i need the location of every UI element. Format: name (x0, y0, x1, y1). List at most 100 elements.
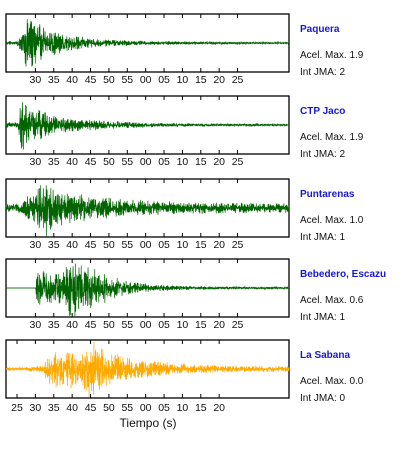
x-tick-label: 55 (121, 239, 133, 251)
x-tick-label: 35 (48, 74, 60, 86)
x-tick-label: 05 (158, 74, 170, 86)
acel-max-row: Acel. Max. 0.0 (300, 376, 363, 387)
x-tick-label: 35 (48, 402, 60, 414)
int-jma-row: Int JMA: 1 (300, 312, 345, 323)
x-tick-label: 50 (103, 239, 115, 251)
acel-max-value: 1.9 (349, 50, 364, 61)
panel-4: 30 35 40 45 50 55 00 05 10 15 20 25 (5, 258, 290, 331)
x-tick-label: 25 (232, 239, 244, 251)
acel-max-row: Acel. Max. 0.6 (300, 295, 363, 306)
seismogram-trace (5, 102, 290, 150)
panel-5 (5, 339, 290, 399)
int-jma-label: Int JMA: (300, 393, 337, 404)
x-tick-label: 05 (158, 239, 170, 251)
x-tick-label: 40 (66, 74, 78, 86)
x-tick-label: 10 (177, 319, 189, 331)
x-tick-label: 15 (195, 402, 207, 414)
x-tick-label: 00 (140, 239, 152, 251)
x-tick-label: 05 (158, 402, 170, 414)
x-tick-label: 25 (232, 74, 244, 86)
int-jma-row: Int JMA: 2 (300, 67, 345, 78)
x-tick-label: 25 (232, 156, 244, 168)
x-tick-label: 20 (213, 156, 225, 168)
x-tick-label: 25 (232, 319, 244, 331)
acel-max-value: 1.9 (349, 132, 364, 143)
station-name: Bebedero, Escazu (300, 269, 387, 280)
acel-max-row: Acel. Max. 1.9 (300, 132, 363, 143)
int-jma-value: 1 (339, 312, 346, 323)
station-name: CTP Jaco (300, 106, 346, 117)
x-tick-label: 20 (213, 402, 225, 414)
x-tick-label: 00 (140, 402, 152, 414)
acel-max-row: Acel. Max. 1.9 (300, 50, 363, 61)
panel-1: 30 35 40 45 50 55 00 05 10 15 20 25 (5, 13, 290, 86)
x-tick-label: 15 (195, 156, 207, 168)
seismogram-trace (5, 185, 290, 237)
int-jma-row: Int JMA: 1 (300, 232, 345, 243)
int-jma-label: Int JMA: (300, 312, 337, 323)
x-tick-label: 40 (66, 319, 78, 331)
acel-max-value: 0.6 (349, 295, 364, 306)
x-tick-label: 55 (121, 74, 133, 86)
x-tick-label: 45 (85, 402, 97, 414)
x-tick-label: 40 (66, 402, 78, 414)
x-tick-label: 50 (103, 156, 115, 168)
int-jma-value: 0 (339, 393, 346, 404)
x-tick-label: 10 (177, 156, 189, 168)
int-jma-row: Int JMA: 2 (300, 149, 345, 160)
int-jma-row: Int JMA: 0 (300, 393, 345, 404)
x-tick-label: 00 (140, 74, 152, 86)
int-jma-value: 1 (339, 232, 346, 243)
x-tick-label: 50 (103, 319, 115, 331)
x-tick-label: 20 (213, 239, 225, 251)
x-tick-label: 35 (48, 239, 60, 251)
x-tick-label: 45 (85, 74, 97, 86)
x-tick-label: 45 (85, 156, 97, 168)
x-tick-label: 50 (103, 402, 115, 414)
int-jma-label: Int JMA: (300, 67, 337, 78)
x-tick-label: 05 (158, 319, 170, 331)
x-tick-label: 50 (103, 74, 115, 86)
x-tick-label: 30 (30, 74, 42, 86)
acel-max-row: Acel. Max. 1.0 (300, 215, 363, 226)
seismogram-trace (5, 341, 290, 397)
seismogram-trace (5, 19, 290, 67)
x-tick-label: 25 (11, 402, 23, 414)
acel-max-label: Acel. Max. (300, 376, 347, 387)
x-tick-label: 10 (177, 402, 189, 414)
x-tick-label: 40 (66, 239, 78, 251)
panel-3: 30 35 40 45 50 55 00 05 10 15 20 25 (5, 178, 290, 251)
station-name: La Sabana (300, 350, 351, 361)
x-tick-label: 35 (48, 319, 60, 331)
x-tick-label: 55 (121, 402, 133, 414)
seismogram-trace (6, 263, 290, 318)
x-tick-label: 55 (121, 319, 133, 331)
station-name: Paquera (300, 24, 340, 35)
x-tick-label: 10 (177, 239, 189, 251)
x-tick-label: 45 (85, 319, 97, 331)
x-tick-label: 30 (30, 402, 42, 414)
x-tick-label: 45 (85, 239, 97, 251)
x-tick-label: 00 (140, 319, 152, 331)
x-tick-label: 05 (158, 156, 170, 168)
acel-max-label: Acel. Max. (300, 215, 347, 226)
x-tick-label: 55 (121, 156, 133, 168)
x-tick-label: 40 (66, 156, 78, 168)
x-tick-label: 10 (177, 74, 189, 86)
panel-2: 30 35 40 45 50 55 00 05 10 15 20 25 (5, 95, 290, 168)
x-tick-label: 15 (195, 74, 207, 86)
x-tick-label: 00 (140, 156, 152, 168)
int-jma-label: Int JMA: (300, 232, 337, 243)
acel-max-label: Acel. Max. (300, 295, 347, 306)
x-tick-label: 30 (30, 156, 42, 168)
x-tick-label: 20 (213, 319, 225, 331)
x-tick-label: 20 (213, 74, 225, 86)
x-tick-label: 30 (30, 239, 42, 251)
int-jma-value: 2 (339, 149, 346, 160)
acel-max-value: 0.0 (349, 376, 364, 387)
x-axis-title: Tiempo (s) (120, 416, 177, 430)
x-tick-label: 15 (195, 239, 207, 251)
int-jma-value: 2 (339, 67, 346, 78)
acel-max-label: Acel. Max. (300, 132, 347, 143)
